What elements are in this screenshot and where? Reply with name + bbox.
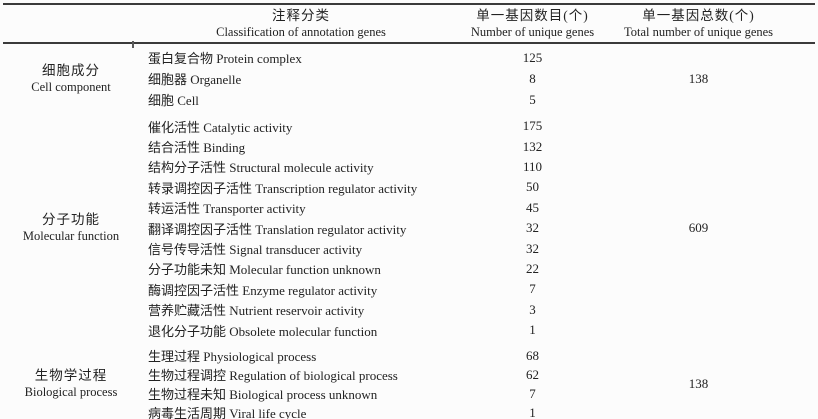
table-header-rule (3, 42, 815, 44)
unique-gene-count: 50 (526, 179, 539, 195)
header-classification-zh: 注释分类 (272, 8, 330, 23)
table-row: 结构分子活性 Structural molecule activity 110 (142, 157, 605, 177)
annotation-term: 酶调控因子活性 Enzyme regulator activity (148, 282, 378, 298)
table-row: 结合活性 Binding 132 (142, 136, 605, 156)
annotation-term: 细胞 Cell (148, 93, 199, 108)
category-label-cell: 生物学过程 Biological process (0, 346, 142, 419)
table-row: 生理过程 Physiological process 68 (142, 346, 605, 365)
category-label-cell: 细胞成分 Cell component (0, 47, 142, 110)
table-body: 细胞成分 Cell component 蛋白复合物 Protein complex 1… (0, 44, 818, 419)
header-total-unique-genes: 单一基因总数(个) Total number of unique genes (605, 6, 818, 42)
annotation-term: 细胞器 Organelle (148, 72, 242, 87)
category-group: 分子功能 Molecular function 催化活性 Catalytic act… (0, 113, 818, 343)
table-row: 转运活性 Transporter activity 45 (142, 198, 605, 218)
category-label-zh: 分子功能 (42, 212, 100, 228)
table-row: 营养贮藏活性 Nutrient reservoir activity 3 (142, 300, 605, 320)
header-total-unique-genes-zh: 单一基因总数(个) (642, 8, 755, 23)
unique-gene-count: 125 (522, 49, 543, 65)
annotation-term: 分子功能未知 Molecular function unknown (148, 262, 381, 278)
annotation-term: 催化活性 Catalytic activity (148, 119, 293, 135)
category-total-count: 609 (688, 220, 709, 236)
table-row: 酶调控因子活性 Enzyme regulator activity 7 (142, 279, 605, 299)
category-label-en: Biological process (24, 385, 118, 400)
table-row: 生物过程未知 Biological process unknown 7 (142, 384, 605, 403)
header-unique-genes-zh: 单一基因数目(个) (476, 8, 589, 23)
unique-gene-count: 3 (529, 301, 536, 317)
unique-gene-count: 110 (522, 158, 543, 174)
header-total-unique-genes-en: Total number of unique genes (623, 25, 774, 39)
annotation-term: 翻译调控因子活性 Translation regulator activity (148, 221, 407, 237)
table-row: 细胞器 Organelle 8 (142, 68, 605, 89)
annotation-term: 生物过程未知 Biological process unknown (148, 387, 378, 403)
category-label-en: Molecular function (22, 229, 120, 244)
category-label-cell: 分子功能 Molecular function (0, 116, 142, 340)
category-label-en: Cell component (31, 79, 111, 94)
unique-gene-count: 132 (522, 138, 543, 154)
header-classification-en: Classification of annotation genes (216, 25, 386, 39)
table-row: 转录调控因子活性 Transcription regulator activit… (142, 177, 605, 197)
annotation-term: 生理过程 Physiological process (148, 349, 317, 365)
unique-gene-count: 1 (529, 322, 536, 338)
header-unique-genes-en: Number of unique genes (470, 25, 595, 39)
annotation-term: 转运活性 Transporter activity (148, 201, 306, 217)
header-classification: 注释分类 Classification of annotation genes (142, 6, 460, 42)
annotation-term: 结合活性 Binding (148, 140, 246, 156)
table-row: 病毒生活周期 Viral life cycle 1 (142, 403, 605, 419)
header-unique-genes: 单一基因数目(个) Number of unique genes (460, 6, 605, 42)
table-top-rule (3, 3, 815, 5)
unique-gene-count: 175 (522, 118, 543, 134)
category-total-count: 138 (688, 376, 709, 392)
category-label-zh: 生物学过程 (34, 368, 108, 384)
table-row: 催化活性 Catalytic activity 175 (142, 116, 605, 136)
unique-gene-count: 32 (526, 240, 539, 256)
unique-gene-count: 7 (529, 281, 536, 297)
table-row: 分子功能未知 Molecular function unknown 22 (142, 259, 605, 279)
unique-gene-count: 1 (529, 404, 536, 419)
unique-gene-count: 45 (526, 199, 539, 215)
unique-gene-count: 5 (529, 91, 536, 107)
annotation-term: 退化分子功能 Obsolete molecular function (148, 323, 378, 339)
annotation-term: 蛋白复合物 Protein complex (148, 51, 302, 66)
table-row: 翻译调控因子活性 Translation regulator activity 3… (142, 218, 605, 238)
table-row: 蛋白复合物 Protein complex 125 (142, 47, 605, 68)
unique-gene-count: 68 (526, 347, 539, 363)
category-total-count: 138 (688, 70, 709, 86)
annotation-term: 营养贮藏活性 Nutrient reservoir activity (148, 303, 365, 319)
scan-artifact-tick (132, 41, 134, 48)
annotation-term: 信号传导活性 Signal transducer activity (148, 242, 363, 258)
unique-gene-count: 22 (526, 260, 539, 276)
table-row: 细胞 Cell 5 (142, 89, 605, 110)
category-rows: 催化活性 Catalytic activity 175 结合活性 Binding 13… (142, 116, 605, 340)
category-group: 生物学过程 Biological process 生理过程 Physiologica… (0, 343, 818, 419)
annotation-term: 转录调控因子活性 Transcription regulator activit… (148, 180, 418, 196)
table-row: 生物过程调控 Regulation of biological process 6… (142, 365, 605, 384)
unique-gene-count: 62 (526, 366, 539, 382)
annotation-term: 结构分子活性 Structural molecule activity (148, 160, 374, 176)
annotation-term: 病毒生活周期 Viral life cycle (148, 406, 307, 419)
header-spacer-cell (0, 6, 142, 42)
category-rows: 蛋白复合物 Protein complex 125 细胞器 Organelle 8 细胞… (142, 47, 605, 110)
annotation-term: 生物过程调控 Regulation of biological process (148, 368, 398, 384)
unique-gene-count: 32 (526, 220, 539, 236)
table-row: 信号传导活性 Signal transducer activity 32 (142, 238, 605, 258)
unique-gene-count: 8 (529, 70, 536, 86)
unique-gene-count: 7 (529, 385, 536, 401)
category-group: 细胞成分 Cell component 蛋白复合物 Protein complex 1… (0, 44, 818, 113)
table-header-row: 注释分类 Classification of annotation genes … (0, 5, 818, 42)
category-label-zh: 细胞成分 (42, 62, 100, 78)
category-rows: 生理过程 Physiological process 68 生物过程调控 Regul… (142, 346, 605, 419)
table-row: 退化分子功能 Obsolete molecular function 1 (142, 320, 605, 340)
